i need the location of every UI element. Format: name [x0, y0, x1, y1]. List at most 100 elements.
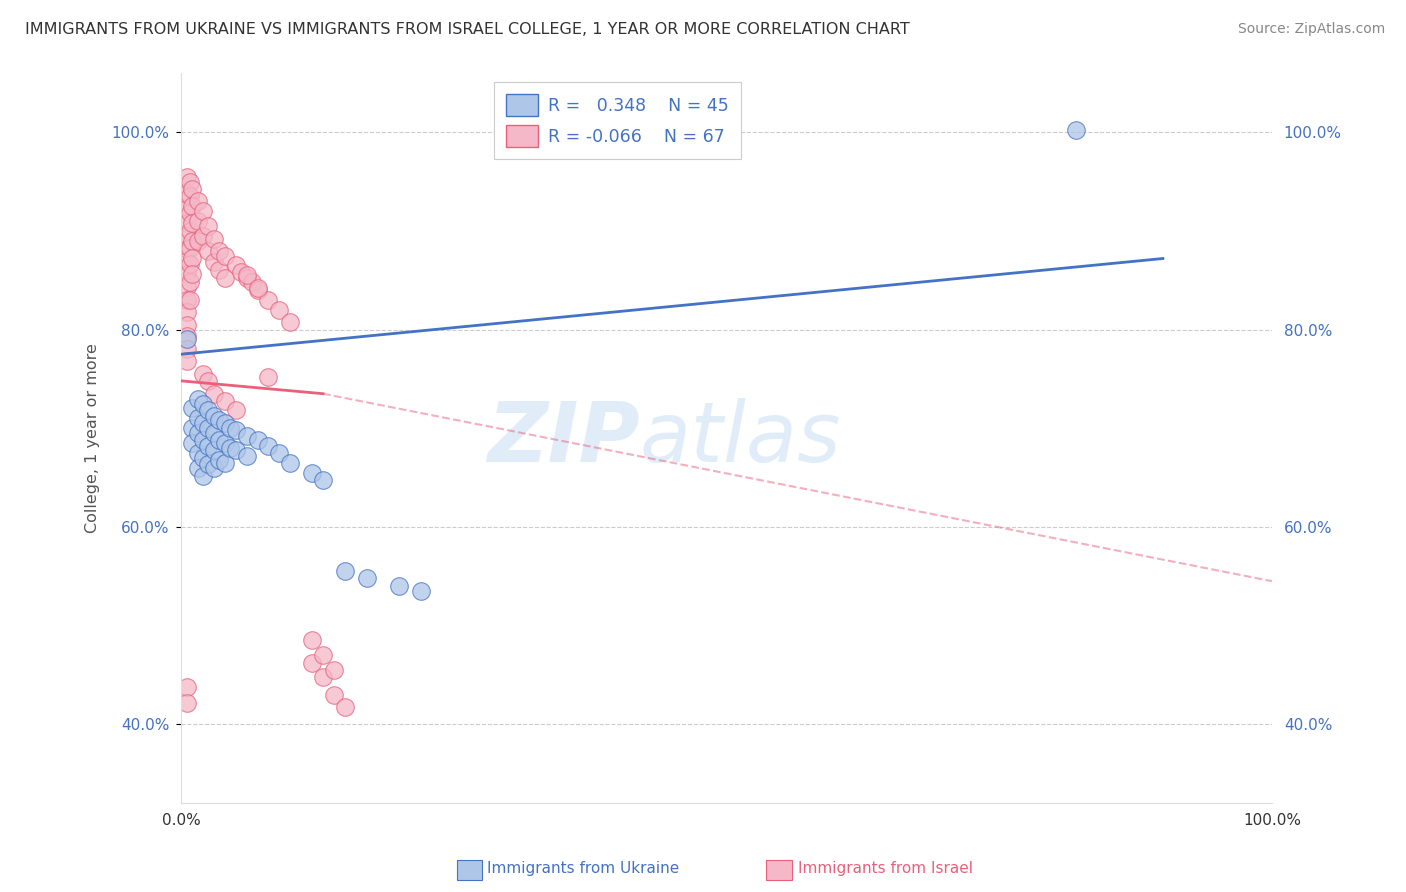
- Point: [225, 423, 247, 437]
- Point: [179, 241, 201, 255]
- Point: [278, 315, 301, 329]
- Point: [235, 429, 257, 443]
- Point: [187, 411, 209, 425]
- Point: [176, 228, 198, 243]
- Point: [312, 648, 335, 663]
- Point: [197, 244, 219, 258]
- Point: [176, 267, 198, 281]
- Point: [214, 393, 236, 408]
- Point: [225, 259, 247, 273]
- Point: [181, 251, 204, 265]
- Point: [219, 421, 242, 435]
- Point: [269, 446, 291, 460]
- Point: [301, 466, 323, 480]
- Point: [187, 194, 209, 209]
- Point: [176, 186, 198, 201]
- Point: [257, 370, 280, 384]
- Point: [179, 257, 201, 271]
- Point: [246, 433, 269, 447]
- Point: [388, 579, 411, 593]
- Point: [179, 189, 201, 203]
- Point: [187, 214, 209, 228]
- Point: [179, 224, 201, 238]
- Point: [191, 396, 214, 410]
- Point: [191, 450, 214, 465]
- Point: [176, 293, 198, 307]
- Point: [278, 456, 301, 470]
- Point: [187, 426, 209, 441]
- Point: [225, 403, 247, 417]
- Point: [322, 663, 344, 677]
- Text: atlas: atlas: [640, 398, 841, 479]
- Point: [191, 367, 214, 381]
- Point: [214, 436, 236, 450]
- Point: [179, 175, 201, 189]
- Point: [214, 456, 236, 470]
- Point: [333, 699, 356, 714]
- Point: [181, 234, 204, 248]
- Point: [191, 433, 214, 447]
- Point: [246, 281, 269, 295]
- Point: [176, 354, 198, 368]
- Point: [225, 442, 247, 457]
- Point: [202, 232, 225, 246]
- Point: [208, 452, 231, 467]
- Point: [269, 302, 291, 317]
- Point: [231, 265, 253, 279]
- Point: [214, 248, 236, 262]
- Point: [202, 255, 225, 269]
- Point: [191, 468, 214, 483]
- Point: [181, 401, 204, 416]
- Point: [235, 271, 257, 285]
- Point: [176, 202, 198, 216]
- Point: [179, 206, 201, 220]
- Point: [235, 268, 257, 283]
- Point: [411, 584, 433, 599]
- Point: [187, 392, 209, 406]
- Point: [176, 280, 198, 294]
- Point: [191, 228, 214, 243]
- Point: [208, 244, 231, 258]
- Point: [176, 169, 198, 184]
- Point: [235, 449, 257, 463]
- Point: [191, 204, 214, 219]
- Point: [187, 460, 209, 475]
- Point: [176, 333, 198, 347]
- Point: [301, 656, 323, 670]
- Point: [176, 216, 198, 230]
- Point: [214, 417, 236, 431]
- Point: [197, 457, 219, 471]
- Text: ZIP: ZIP: [486, 398, 640, 479]
- Point: [333, 564, 356, 578]
- Point: [176, 696, 198, 710]
- Point: [208, 413, 231, 427]
- Point: [191, 417, 214, 431]
- Point: [240, 275, 263, 289]
- Text: Source: ZipAtlas.com: Source: ZipAtlas.com: [1237, 22, 1385, 37]
- Point: [176, 329, 198, 343]
- Text: IMMIGRANTS FROM UKRAINE VS IMMIGRANTS FROM ISRAEL COLLEGE, 1 YEAR OR MORE CORREL: IMMIGRANTS FROM UKRAINE VS IMMIGRANTS FR…: [25, 22, 910, 37]
- Point: [219, 441, 242, 455]
- Point: [208, 433, 231, 447]
- Point: [181, 267, 204, 281]
- Point: [181, 436, 204, 450]
- Text: Immigrants from Israel: Immigrants from Israel: [799, 861, 973, 876]
- Point: [187, 234, 209, 248]
- Point: [202, 426, 225, 441]
- Point: [179, 275, 201, 289]
- Point: [301, 633, 323, 648]
- Point: [257, 293, 280, 307]
- Point: [312, 670, 335, 684]
- Point: [202, 409, 225, 424]
- Point: [356, 571, 378, 585]
- Point: [176, 343, 198, 357]
- Point: [197, 421, 219, 435]
- Point: [176, 318, 198, 332]
- Point: [176, 242, 198, 256]
- Point: [176, 254, 198, 268]
- Point: [181, 216, 204, 230]
- Point: [214, 271, 236, 285]
- Point: [322, 688, 344, 702]
- Point: [181, 182, 204, 196]
- Point: [202, 386, 225, 401]
